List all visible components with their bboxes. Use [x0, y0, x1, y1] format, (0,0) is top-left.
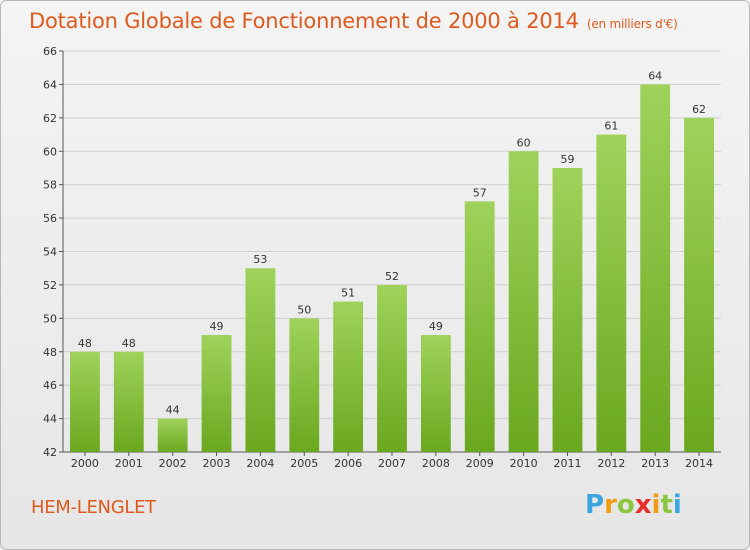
bar-value-label: 53	[253, 253, 267, 266]
y-tick-label: 54	[43, 246, 57, 259]
logo-letter: i	[651, 490, 661, 520]
bar-value-label: 59	[560, 153, 574, 166]
logo-letter: P	[585, 490, 605, 520]
bar-value-label: 57	[473, 186, 487, 199]
bar	[201, 335, 232, 452]
chart-title-text: Dotation Globale de Fonctionnement de 20…	[29, 9, 579, 33]
x-tick-label: 2011	[553, 457, 581, 470]
bar-value-label: 48	[78, 337, 92, 350]
x-tick-label: 2013	[641, 457, 669, 470]
bar	[70, 351, 100, 452]
proxiti-logo[interactable]: Proxiti	[585, 490, 682, 520]
bar	[596, 134, 627, 452]
x-tick-label: 2002	[159, 457, 187, 470]
bar-value-label: 62	[692, 103, 706, 116]
bar-value-label: 48	[122, 337, 136, 350]
x-tick-label: 2009	[466, 457, 494, 470]
bar	[333, 301, 364, 452]
bar	[420, 335, 451, 452]
y-tick-label: 46	[43, 379, 57, 392]
logo-letter: t	[660, 490, 673, 520]
y-tick-label: 48	[43, 346, 57, 359]
bar-value-label: 61	[604, 120, 618, 133]
bar-value-label: 60	[517, 136, 531, 149]
x-tick-label: 2007	[378, 457, 406, 470]
x-tick-label: 2000	[71, 457, 99, 470]
y-tick-label: 58	[43, 179, 57, 192]
bar-value-label: 52	[385, 270, 399, 283]
x-tick-label: 2005	[290, 457, 318, 470]
x-tick-label: 2014	[685, 457, 713, 470]
bar	[245, 268, 276, 452]
x-tick-label: 2004	[246, 457, 274, 470]
commune-name: HEM-LENGLET	[31, 497, 156, 518]
y-tick-label: 60	[43, 145, 57, 158]
y-tick-label: 50	[43, 312, 57, 325]
bar	[684, 117, 714, 452]
y-tick-label: 56	[43, 212, 57, 225]
chart-title: Dotation Globale de Fonctionnement de 20…	[29, 9, 678, 33]
bar-value-label: 64	[648, 69, 662, 82]
bar	[113, 351, 144, 452]
y-tick-label: 42	[43, 446, 57, 459]
bar	[289, 318, 320, 452]
bar-value-label: 49	[429, 320, 443, 333]
bar	[508, 151, 539, 452]
x-tick-label: 2003	[203, 457, 231, 470]
logo-letter: r	[604, 490, 617, 520]
x-tick-label: 2006	[334, 457, 362, 470]
y-tick-label: 44	[43, 413, 57, 426]
bar-value-label: 51	[341, 287, 355, 300]
y-tick-label: 52	[43, 279, 57, 292]
logo-letter: i	[672, 490, 682, 520]
x-tick-label: 2008	[422, 457, 450, 470]
y-tick-label: 62	[43, 112, 57, 125]
bar	[157, 418, 188, 452]
bar	[552, 167, 583, 453]
x-tick-label: 2001	[115, 457, 143, 470]
logo-letter: x	[634, 490, 652, 520]
bar	[464, 201, 495, 452]
labels: 42 44 46 48 50 52 54 56 58 60 62 64 66 48 2000 48 2001 44…	[43, 45, 713, 470]
y-tick-label: 66	[43, 45, 57, 58]
logo-letter: o	[616, 490, 635, 520]
y-tick-label: 64	[43, 78, 57, 91]
bar	[640, 84, 671, 453]
bars	[70, 84, 714, 453]
bar	[377, 284, 407, 452]
chart-subtitle: (en milliers d'€)	[586, 17, 678, 31]
x-tick-label: 2010	[510, 457, 538, 470]
x-tick-label: 2012	[597, 457, 625, 470]
bar-value-label: 49	[210, 320, 224, 333]
bar-value-label: 44	[166, 404, 180, 417]
bar-value-label: 50	[297, 303, 311, 316]
